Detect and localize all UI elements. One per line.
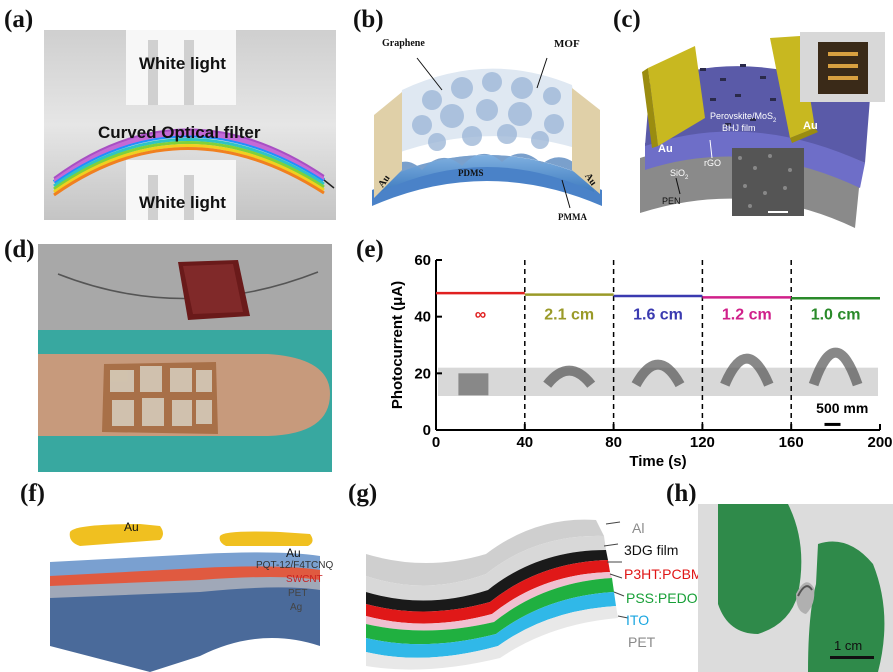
ag-label: Ag bbox=[290, 602, 303, 613]
panel-e-label: (e) bbox=[356, 236, 384, 263]
layer-label: 3DG film bbox=[624, 542, 679, 558]
panel-f-label: (f) bbox=[20, 480, 45, 507]
y-tick-label: 20 bbox=[414, 365, 431, 382]
panel-g-figure bbox=[366, 506, 686, 672]
x-tick-label: 40 bbox=[516, 434, 533, 451]
inset-bent-device bbox=[808, 347, 863, 387]
panel-d-label: (d) bbox=[4, 236, 35, 263]
au-left-label-c: Au bbox=[658, 143, 673, 155]
series-label: 2.1 cm bbox=[544, 307, 594, 324]
series-label: 1.0 cm bbox=[811, 307, 861, 324]
panel-g-label: (g) bbox=[348, 480, 378, 507]
sio2-label: SiO2 bbox=[670, 168, 689, 181]
x-tick-label: 160 bbox=[779, 434, 804, 451]
swcnt-device-illustration bbox=[50, 524, 320, 672]
inset-flat-device bbox=[458, 373, 489, 396]
panel-h-photo: 1 cm bbox=[698, 504, 893, 672]
panel-c-figure: Au Au Perovskite/MoS2 BHJ film rGO SiO2 … bbox=[640, 28, 890, 232]
layer-label: PSS:PEDOT bbox=[626, 590, 707, 606]
au-label-f1: Au bbox=[124, 520, 139, 534]
film-label-line2: BHJ film bbox=[722, 123, 756, 133]
inset-bent-device bbox=[720, 353, 774, 387]
y-tick-label: 0 bbox=[423, 422, 431, 439]
layer-label: PET bbox=[628, 634, 656, 650]
perovskite-device-illustration bbox=[640, 32, 885, 228]
panel-c-label: (c) bbox=[613, 6, 641, 33]
panel-e-chart: 0 40 80 120 160 200 0 20 40 60 ∞ 2.1 cm 1.6 cm 1.2 cm… bbox=[380, 244, 893, 474]
mof-label: MOF bbox=[554, 38, 580, 50]
layer-label: ITO bbox=[626, 612, 650, 628]
organic-device-layer-stack bbox=[366, 519, 629, 670]
graphene-mof-device-illustration bbox=[372, 57, 602, 209]
panel-h-label: (h) bbox=[666, 480, 697, 507]
y-axis-label: Photocurrent (μA) bbox=[389, 281, 406, 409]
photocurrent-chart: 0 40 80 120 160 200 0 20 40 60 ∞ 2.1 cm 1.6 cm 1.2 cm… bbox=[389, 252, 893, 470]
graphene-label: Graphene bbox=[382, 38, 425, 49]
panel-a-label: (a) bbox=[4, 6, 34, 33]
x-axis-label: Time (s) bbox=[629, 453, 686, 470]
y-tick-label: 40 bbox=[414, 309, 431, 326]
x-tick-label: 80 bbox=[605, 434, 622, 451]
panel-f-figure: Au Au PQT-12/F4TCNQ SWCNT PET Ag bbox=[50, 506, 350, 672]
white-light-bottom-label: White light bbox=[139, 193, 226, 212]
x-tick-label: 200 bbox=[867, 434, 892, 451]
panel-a-figure: White light Curved Optical filter White … bbox=[44, 30, 336, 220]
pdms-label: PDMS bbox=[458, 168, 484, 178]
curved-filter-illustration bbox=[44, 30, 336, 220]
pmma-label: PMMA bbox=[558, 212, 587, 222]
panel-b-label: (b) bbox=[353, 6, 384, 33]
flexible-device-photo bbox=[38, 244, 332, 472]
series-label: ∞ bbox=[475, 307, 486, 324]
pen-label: PEN bbox=[662, 196, 681, 206]
layer-label: Al bbox=[632, 520, 645, 536]
series-label: 1.2 cm bbox=[722, 307, 772, 324]
pqt-label: PQT-12/F4TCNQ bbox=[256, 560, 334, 571]
scale-bar-label-h: 1 cm bbox=[834, 638, 863, 653]
film-label-line1: Perovskite/MoS2 bbox=[710, 111, 777, 124]
panel-d-photo bbox=[38, 244, 332, 472]
layer-label: P3HT:PCBM bbox=[624, 566, 703, 582]
inset-bent-device bbox=[543, 365, 596, 388]
inset-photo-strip bbox=[438, 367, 878, 396]
series-label: 1.6 cm bbox=[633, 307, 683, 324]
swcnt-label: SWCNT bbox=[286, 574, 323, 585]
gloved-fingers-photo bbox=[698, 504, 893, 672]
panel-b-figure: Graphene MOF PDMS PMMA Au Au bbox=[362, 30, 612, 230]
au-right-label-c: Au bbox=[803, 120, 818, 132]
white-light-top-label: White light bbox=[139, 54, 226, 73]
y-tick-label: 60 bbox=[414, 252, 431, 269]
scale-bar-label: 500 mm bbox=[816, 400, 868, 416]
pet-label-f: PET bbox=[288, 588, 308, 599]
x-tick-label: 0 bbox=[432, 434, 440, 451]
x-tick-label: 120 bbox=[690, 434, 715, 451]
rgo-label: rGO bbox=[704, 158, 721, 168]
inset-bent-device bbox=[631, 359, 685, 388]
au-label-f2: Au bbox=[286, 546, 301, 560]
curved-optical-filter-label: Curved Optical filter bbox=[98, 123, 261, 142]
scale-bar bbox=[824, 422, 841, 426]
